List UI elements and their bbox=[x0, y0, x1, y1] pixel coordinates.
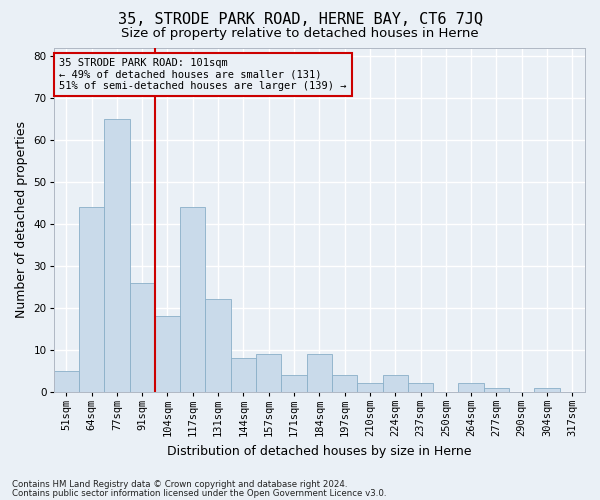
Text: Contains public sector information licensed under the Open Government Licence v3: Contains public sector information licen… bbox=[12, 488, 386, 498]
Bar bbox=[79, 207, 104, 392]
Bar bbox=[332, 375, 357, 392]
Bar bbox=[484, 388, 509, 392]
Bar bbox=[307, 354, 332, 392]
Y-axis label: Number of detached properties: Number of detached properties bbox=[15, 121, 28, 318]
Bar bbox=[53, 370, 79, 392]
Text: 35 STRODE PARK ROAD: 101sqm
← 49% of detached houses are smaller (131)
51% of se: 35 STRODE PARK ROAD: 101sqm ← 49% of det… bbox=[59, 58, 346, 91]
Text: 35, STRODE PARK ROAD, HERNE BAY, CT6 7JQ: 35, STRODE PARK ROAD, HERNE BAY, CT6 7JQ bbox=[118, 12, 482, 28]
Bar bbox=[231, 358, 256, 392]
Bar bbox=[383, 375, 408, 392]
Text: Contains HM Land Registry data © Crown copyright and database right 2024.: Contains HM Land Registry data © Crown c… bbox=[12, 480, 347, 489]
Bar bbox=[535, 388, 560, 392]
Bar bbox=[104, 119, 130, 392]
Bar bbox=[256, 354, 281, 392]
Bar bbox=[408, 384, 433, 392]
Bar bbox=[180, 207, 205, 392]
Bar bbox=[357, 384, 383, 392]
X-axis label: Distribution of detached houses by size in Herne: Distribution of detached houses by size … bbox=[167, 444, 472, 458]
Text: Size of property relative to detached houses in Herne: Size of property relative to detached ho… bbox=[121, 28, 479, 40]
Bar bbox=[205, 300, 231, 392]
Bar bbox=[130, 282, 155, 392]
Bar bbox=[458, 384, 484, 392]
Bar bbox=[281, 375, 307, 392]
Bar bbox=[155, 316, 180, 392]
